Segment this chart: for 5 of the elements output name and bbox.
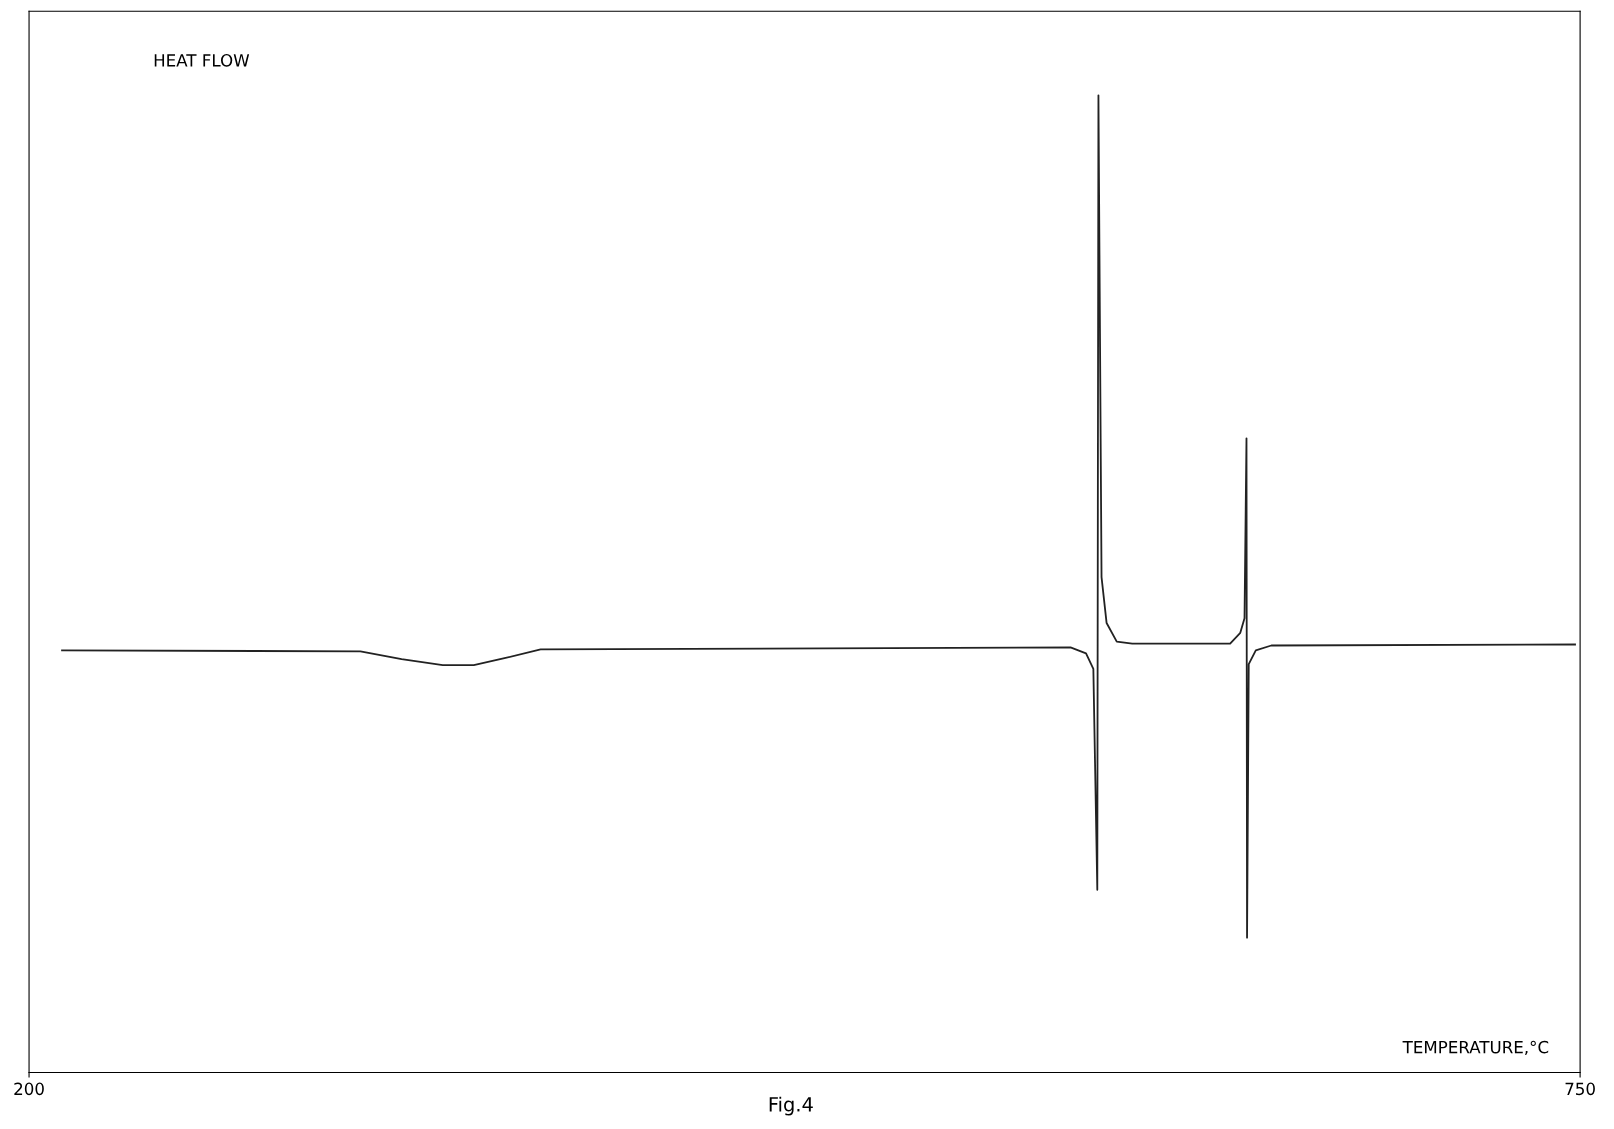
x-axis-title: TEMPERATURE,°C [1402, 1040, 1549, 1056]
x-tick-label: 200 [14, 1082, 44, 1096]
y-axis-title: HEAT FLOW [154, 54, 250, 67]
x-tick-label: 750 [1565, 1082, 1595, 1096]
caption: Fig.4 [769, 1096, 813, 1116]
